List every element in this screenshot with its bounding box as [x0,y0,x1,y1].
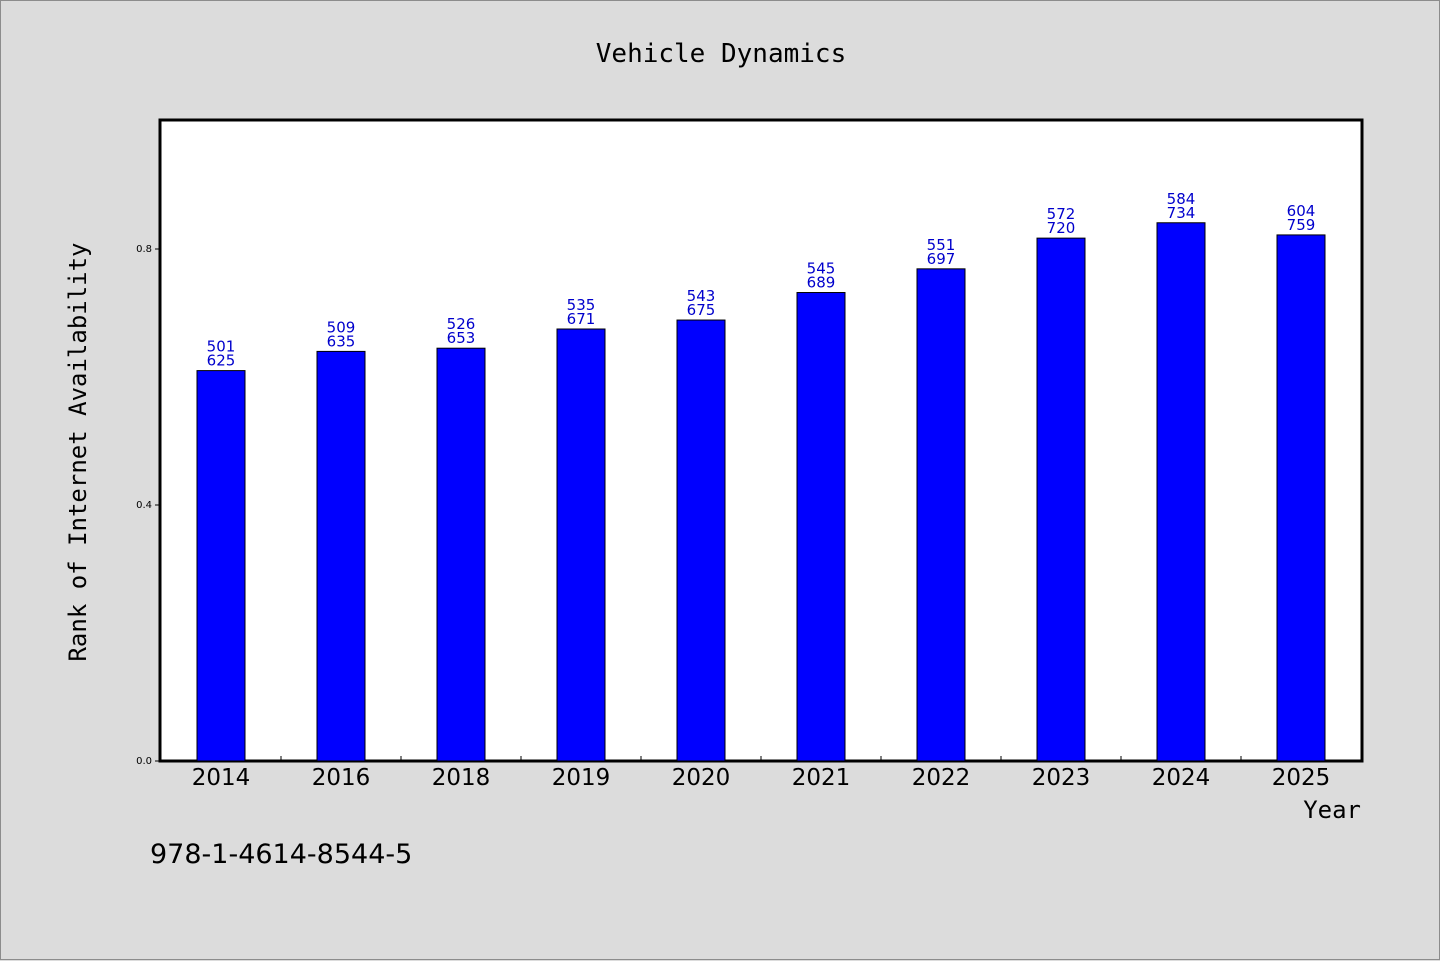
bar-label-top: 509 [327,318,356,336]
y-axis: 0.0 0.4 0.8 [136,244,161,767]
bar-label-bottom: 759 [1287,216,1316,234]
bar-2016 [316,350,366,762]
y-tick-label: 0.8 [136,244,152,255]
bar-label-top: 551 [927,236,956,254]
y-tick-label: 0.0 [136,756,152,767]
bar-2019 [556,328,606,762]
x-tick-label: 2020 [672,765,731,791]
bar-2022 [916,268,966,762]
chart-title: Vehicle Dynamics [596,39,846,69]
bar-label-bottom: 671 [567,310,596,328]
x-tick-label: 2014 [192,765,251,791]
isbn-text: 978-1-4614-8544-5 [150,839,412,870]
bar-label-bottom: 689 [807,274,836,292]
bar-label-bottom: 720 [1047,219,1076,237]
x-axis: 2014 2016 2018 2019 2020 2021 2022 2023 2024 2025 [192,756,1331,791]
bar-2014 [196,370,246,762]
bar-labels: 5016255096355266535356715436755456895516… [207,190,1316,370]
bar-label-top: 584 [1167,190,1196,208]
x-tick-label: 2022 [912,765,971,791]
y-axis-label: Rank of Internet Availability [64,242,92,661]
bar-label-top: 526 [447,315,476,333]
bar-label-top: 545 [807,260,836,278]
bars [196,222,1326,762]
bar-label-top: 604 [1287,202,1316,220]
x-tick-label: 2016 [312,765,371,791]
bar-2020 [676,319,726,762]
bar-label-top: 501 [207,338,236,356]
bar-2024 [1156,222,1206,762]
y-tick-label: 0.4 [136,500,152,511]
bar-label-bottom: 625 [207,352,236,370]
bar-2023 [1036,237,1086,762]
x-tick-label: 2018 [432,765,491,791]
x-tick-label: 2021 [792,765,851,791]
x-tick-label: 2024 [1152,765,1211,791]
bar-label-top: 535 [567,296,596,314]
bar-2025 [1276,234,1326,762]
x-tick-label: 2023 [1032,765,1091,791]
bar-label-bottom: 675 [687,301,716,319]
bar-label-top: 572 [1047,205,1076,223]
bar-2018 [436,347,486,762]
bar-label-bottom: 653 [447,329,476,347]
x-tick-label: 2019 [552,765,611,791]
x-axis-label: Year [1303,796,1361,824]
bar-label-bottom: 734 [1167,204,1196,222]
bar-label-bottom: 697 [927,250,956,268]
x-tick-label: 2025 [1272,765,1331,791]
bar-label-top: 543 [687,287,716,305]
bar-label-bottom: 635 [327,332,356,350]
bar-2021 [796,292,846,762]
